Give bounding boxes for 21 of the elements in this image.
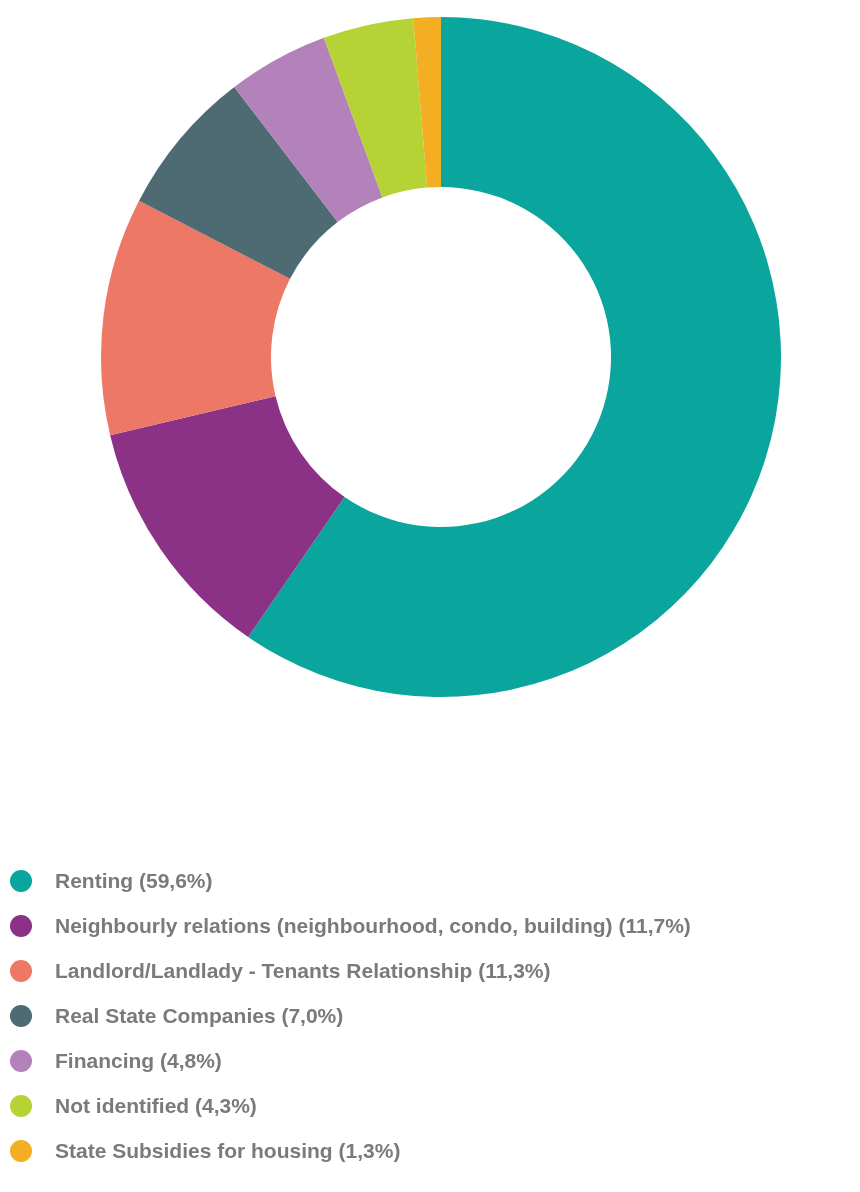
legend-label: Neighbourly relations (neighbourhood, condo, building): [55, 913, 613, 937]
data-label: (4,3%): [194, 1093, 257, 1117]
data-label: (11,3%): [478, 958, 551, 982]
donut-slice: [139, 87, 338, 279]
legend-label: Financing: [55, 1048, 155, 1072]
donut-slice: [323, 18, 428, 198]
data-label: (1,3%): [338, 1138, 401, 1162]
data-label: (59,6%): [138, 868, 213, 892]
legend-label: Real State Companies: [55, 1003, 276, 1027]
data-label: (11,7%): [618, 913, 691, 937]
donut-slice: [234, 37, 383, 223]
donut-slice: [101, 200, 291, 436]
legend-label: Renting: [55, 868, 134, 892]
donut-slice: [248, 17, 781, 697]
donut-slice: [110, 396, 345, 637]
legend-label: State Subsidies for housing: [55, 1138, 333, 1162]
legend-label: Landlord/Landlady - Tenants Relationship: [55, 958, 473, 982]
data-label: (4,8%): [160, 1048, 222, 1072]
data-label: (7,0%): [281, 1003, 344, 1027]
legend-label: Not identified: [55, 1093, 190, 1117]
donut-slice: [413, 17, 441, 188]
